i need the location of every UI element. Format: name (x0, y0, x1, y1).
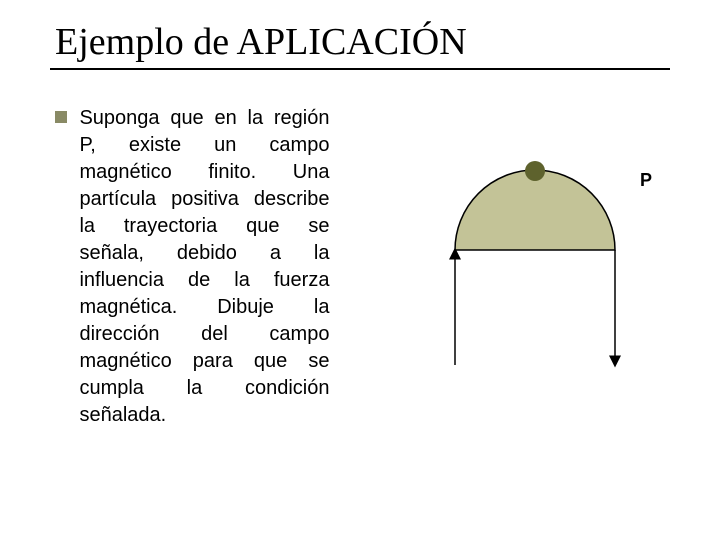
diagram-svg (410, 150, 660, 390)
region-p-semicircle (455, 170, 615, 250)
bullet-icon (55, 111, 67, 123)
trajectory-diagram: P (410, 150, 660, 390)
region-label-p: P (640, 170, 652, 191)
title-underline (50, 68, 670, 70)
body-text: Suponga que en la región P, existe un ca… (79, 105, 329, 429)
particle-dot-icon (525, 161, 545, 181)
slide-title: Ejemplo de APLICACIÓN (55, 20, 467, 64)
content-block: Suponga que en la región P, existe un ca… (55, 105, 330, 429)
